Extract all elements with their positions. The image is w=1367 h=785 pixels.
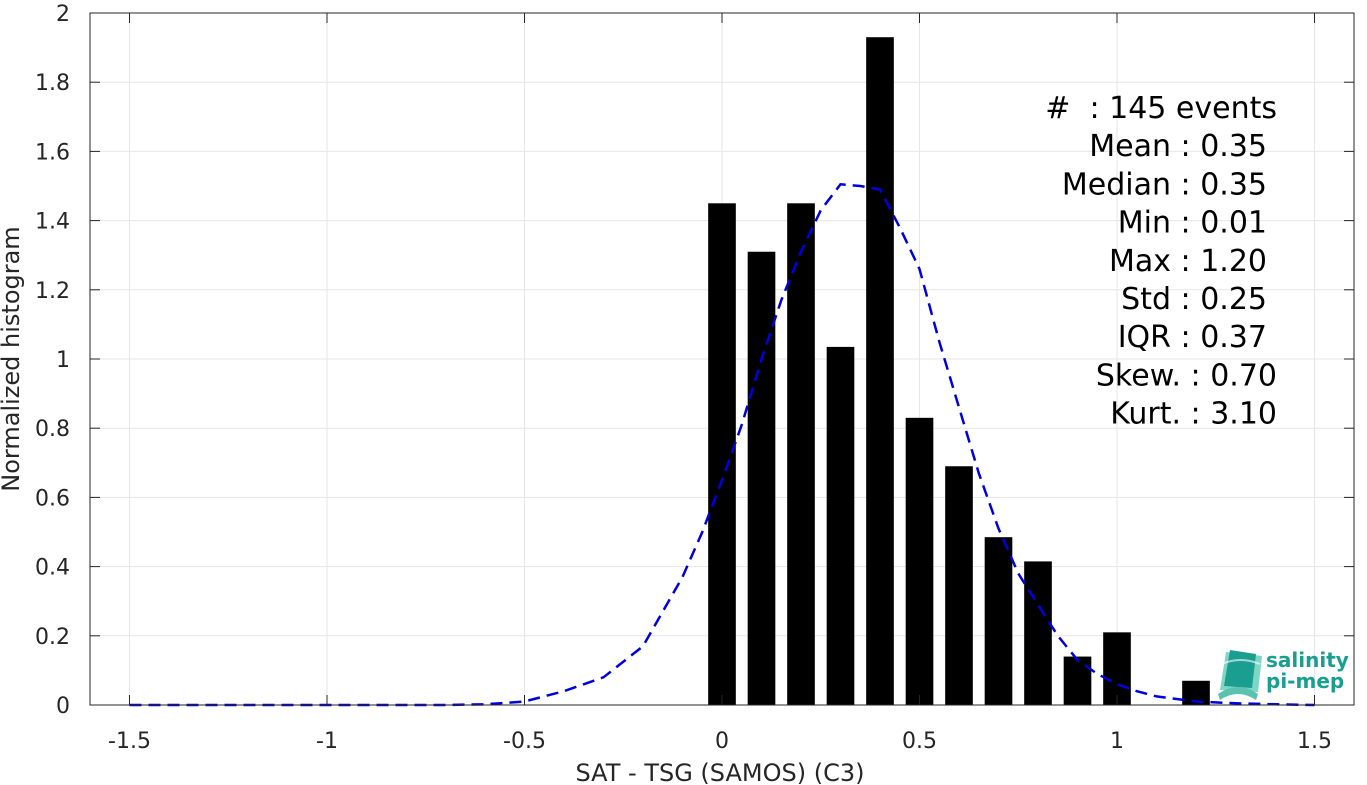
y-tick-label: 1.4 <box>35 210 70 235</box>
stat-line: # : 145 events <box>1045 91 1277 126</box>
y-tick-label: 2 <box>56 2 70 27</box>
x-tick-label: 0.5 <box>902 729 937 754</box>
x-tick-label: -1 <box>316 729 338 754</box>
histogram-bars <box>708 37 1210 706</box>
histogram-bar <box>708 203 736 706</box>
x-tick-label: -1.5 <box>108 729 151 754</box>
x-tick-label: -0.5 <box>503 729 546 754</box>
stat-line: Max : 1.20 <box>1109 244 1267 279</box>
logo-wave-icon <box>1218 650 1262 700</box>
histogram-bar <box>1063 656 1092 705</box>
stat-line: Mean : 0.35 <box>1089 129 1267 164</box>
x-axis-label: SAT - TSG (SAMOS) (C3) <box>576 759 865 785</box>
stat-line: IQR : 0.37 <box>1118 320 1267 355</box>
axes <box>89 12 1355 706</box>
y-tick-label: 0 <box>56 694 70 719</box>
salinity-pi-mep-logo: salinity pi-mep <box>1218 648 1349 700</box>
y-tick-label: 1.6 <box>35 140 70 165</box>
histogram-bar <box>984 537 1013 705</box>
stat-line: Min : 0.01 <box>1118 206 1267 241</box>
tick-labels: -1.5 -1 -0.5 0 0.5 1 1.5 0 0.2 0.4 0.6 0.8 1 1.2 1.4 1.… <box>35 2 1332 754</box>
stat-line: Median : 0.35 <box>1062 167 1267 202</box>
logo-text-salinity: salinity <box>1266 648 1349 672</box>
y-tick-label: 1 <box>56 348 70 373</box>
histogram-bar <box>945 466 973 705</box>
histogram-bar <box>787 203 815 706</box>
y-tick-label: 1.2 <box>35 279 70 304</box>
histogram-bar <box>826 346 855 705</box>
stat-line: Skew. : 0.70 <box>1096 358 1277 393</box>
histogram-bar <box>866 37 894 706</box>
y-tick-label: 0.2 <box>35 625 70 650</box>
histogram-bar <box>1103 632 1131 705</box>
histogram-bar <box>1024 561 1052 705</box>
histogram-bar <box>905 417 934 705</box>
stat-line: Std : 0.25 <box>1121 282 1267 317</box>
logo-text-pi-mep: pi-mep <box>1266 669 1344 693</box>
x-tick-label: 0 <box>715 729 729 754</box>
y-axis-label: Normalized histogram <box>0 226 25 491</box>
histogram-bar <box>747 251 776 706</box>
x-tick-label: 1.5 <box>1297 729 1332 754</box>
x-tick-label: 1 <box>1110 729 1124 754</box>
y-tick-label: 1.8 <box>35 71 70 96</box>
y-tick-label: 0.6 <box>35 486 70 511</box>
y-tick-label: 0.4 <box>35 556 70 581</box>
stat-line: Kurt. : 3.10 <box>1110 397 1277 432</box>
y-tick-label: 0.8 <box>35 417 70 442</box>
